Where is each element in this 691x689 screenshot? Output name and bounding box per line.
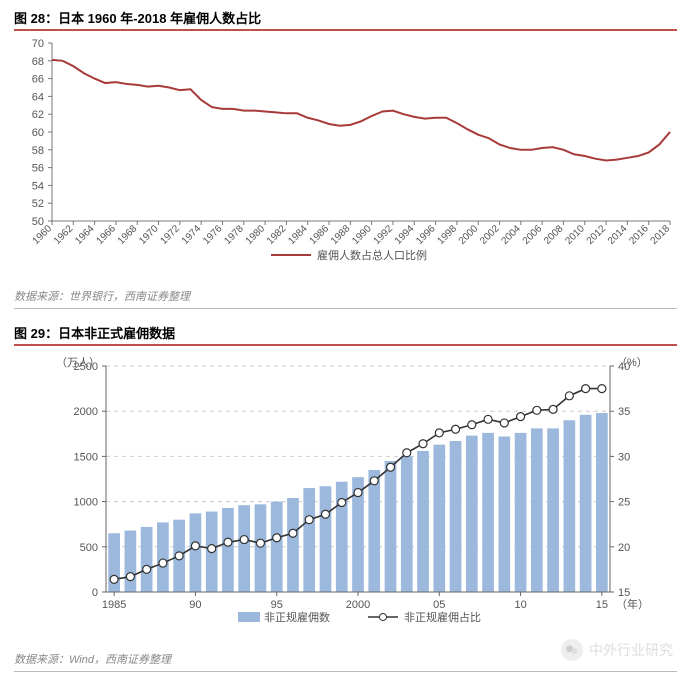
svg-text:1968: 1968: [116, 223, 140, 247]
svg-text:2016: 2016: [627, 223, 651, 247]
svg-text:68: 68: [32, 56, 44, 68]
wechat-icon: [561, 639, 583, 661]
svg-text:1972: 1972: [158, 223, 182, 247]
svg-text:2012: 2012: [585, 223, 609, 247]
svg-text:2002: 2002: [478, 223, 502, 247]
svg-text:15: 15: [596, 599, 608, 611]
svg-text:10: 10: [514, 599, 526, 611]
svg-text:35: 35: [618, 406, 630, 418]
svg-text:64: 64: [32, 91, 44, 103]
svg-text:1986: 1986: [308, 223, 332, 247]
svg-text:1994: 1994: [393, 223, 417, 247]
figure-29-title: 图 29：日本非正式雇佣数据: [14, 323, 677, 342]
svg-text:70: 70: [32, 38, 44, 50]
svg-text:2014: 2014: [606, 223, 630, 247]
svg-text:2008: 2008: [542, 223, 566, 247]
svg-text:1976: 1976: [201, 223, 225, 247]
svg-text:1962: 1962: [52, 223, 76, 247]
svg-text:0: 0: [92, 587, 98, 599]
svg-text:1964: 1964: [73, 223, 97, 247]
svg-text:1000: 1000: [74, 497, 98, 509]
svg-text:66: 66: [32, 74, 44, 86]
separator-1: [14, 308, 677, 309]
svg-text:1978: 1978: [222, 223, 246, 247]
svg-text:1500: 1500: [74, 451, 98, 463]
svg-text:非正规雇佣数: 非正规雇佣数: [264, 610, 330, 624]
svg-text:500: 500: [80, 542, 98, 554]
figure-28-title: 图 28：日本 1960 年-2018 年雇佣人数占比: [14, 8, 677, 27]
svg-text:54: 54: [32, 180, 44, 192]
svg-text:2000: 2000: [74, 406, 98, 418]
svg-text:1998: 1998: [436, 223, 460, 247]
figure-29-chart: 0500100015002000250015202530354019859095…: [14, 352, 677, 643]
svg-text:58: 58: [32, 145, 44, 157]
svg-text:雇佣人数占总人口比例: 雇佣人数占总人口比例: [317, 248, 427, 262]
svg-text:90: 90: [189, 599, 201, 611]
svg-text:（万人）: （万人）: [56, 356, 100, 369]
figure-29-block: 图 29：日本非正式雇佣数据 0500100015002000250015202…: [0, 315, 691, 647]
figure-28-chart: 5052545658606264666870196019621964196619…: [14, 37, 677, 280]
svg-text:25: 25: [618, 497, 630, 509]
svg-text:2000: 2000: [346, 599, 370, 611]
svg-text:1974: 1974: [180, 223, 204, 247]
svg-text:1984: 1984: [286, 223, 310, 247]
svg-text:52: 52: [32, 198, 44, 210]
svg-text:1985: 1985: [102, 599, 126, 611]
svg-text:2004: 2004: [499, 223, 523, 247]
svg-text:05: 05: [433, 599, 445, 611]
figure-28-block: 图 28：日本 1960 年-2018 年雇佣人数占比 505254565860…: [0, 0, 691, 284]
svg-text:15: 15: [618, 587, 630, 599]
watermark: 中外行业研究: [561, 639, 673, 661]
svg-text:1970: 1970: [137, 223, 161, 247]
svg-text:60: 60: [32, 127, 44, 139]
svg-text:非正规雇佣占比: 非正规雇佣占比: [404, 610, 481, 624]
svg-text:1980: 1980: [244, 223, 268, 247]
svg-text:2010: 2010: [563, 223, 587, 247]
svg-text:1966: 1966: [95, 223, 119, 247]
figure-28-underline: [14, 29, 677, 31]
svg-text:2006: 2006: [521, 223, 545, 247]
svg-text:1990: 1990: [350, 223, 374, 247]
figure-28-source: 数据来源：世界银行，西南证券整理: [0, 284, 691, 306]
watermark-text: 中外行业研究: [589, 640, 673, 660]
svg-text:1988: 1988: [329, 223, 353, 247]
svg-text:（%）: （%）: [616, 356, 648, 369]
figure-28-svg: 5052545658606264666870196019621964196619…: [14, 37, 677, 275]
separator-2: [14, 671, 677, 672]
svg-text:56: 56: [32, 163, 44, 175]
svg-text:1996: 1996: [414, 223, 438, 247]
svg-text:2000: 2000: [457, 223, 481, 247]
figure-29-svg: 0500100015002000250015202530354019859095…: [14, 352, 677, 638]
svg-text:30: 30: [618, 451, 630, 463]
figure-29-underline: [14, 344, 677, 346]
svg-text:1982: 1982: [265, 223, 289, 247]
svg-text:2018: 2018: [649, 223, 673, 247]
svg-text:1992: 1992: [372, 223, 396, 247]
svg-text:（年）: （年）: [616, 597, 649, 611]
svg-text:62: 62: [32, 109, 44, 121]
svg-text:95: 95: [271, 599, 283, 611]
svg-text:20: 20: [618, 542, 630, 554]
